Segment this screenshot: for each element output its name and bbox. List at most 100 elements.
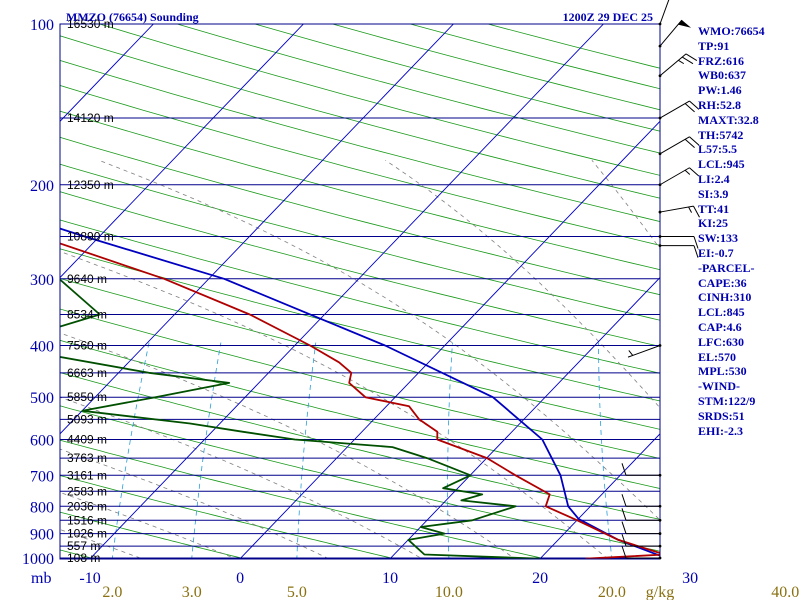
- barb-station: [658, 183, 662, 187]
- barb-half-feather: [678, 59, 685, 65]
- mixing-ratio-label: 10.0: [435, 584, 463, 600]
- index-item: LCL:845: [698, 305, 745, 320]
- isotherm: [239, 120, 660, 559]
- barb-half-feather: [684, 169, 691, 175]
- temperature-tick-label: 10: [382, 570, 398, 587]
- barb-station: [658, 532, 662, 535]
- mixing-ratio-label: 20.0: [598, 584, 626, 600]
- pressure-label: 100: [30, 17, 54, 34]
- mixing-ratio-label: 5.0: [287, 584, 307, 600]
- barb-station: [658, 344, 662, 347]
- index-item: LFC:630: [698, 334, 744, 349]
- height-label: 7560 m: [67, 339, 107, 353]
- barb-staff: [659, 100, 690, 119]
- index-item: TP:91: [698, 38, 730, 53]
- barb-feather: [621, 494, 627, 507]
- height-label: 2583 m: [67, 484, 107, 498]
- barb-station: [658, 473, 662, 477]
- mixing-ratio-label: 2.0: [102, 584, 122, 600]
- barb-feather: [681, 56, 694, 65]
- height-label: 108 m: [67, 551, 100, 565]
- dry-adiabat: [60, 163, 660, 321]
- dry-adiabat: [60, 85, 660, 246]
- height-label: 4409 m: [67, 433, 107, 447]
- barb-station: [658, 210, 662, 214]
- barb-feather: [685, 53, 698, 61]
- moist-adiabat: [98, 159, 660, 521]
- temperature-tick-label: -10: [79, 570, 100, 587]
- height-label: 9640 m: [67, 272, 107, 286]
- index-item: EL:570: [698, 349, 737, 364]
- temperature-tick-label: 0: [236, 570, 244, 587]
- barb-half-feather: [688, 206, 693, 213]
- profiles: [60, 227, 660, 559]
- barb-station: [658, 244, 662, 247]
- mixing-ratio-unit-label: g/kg: [646, 584, 674, 600]
- barb-pennant: [677, 20, 692, 28]
- index-item: CAPE:36: [698, 275, 747, 290]
- wind-barb: [621, 521, 662, 535]
- pressure-label: 300: [30, 272, 54, 289]
- index-item: SRDS:51: [698, 408, 745, 423]
- index-item: TH:5742: [698, 127, 744, 142]
- height-label: 3161 m: [67, 468, 107, 482]
- isotherm: [60, 24, 305, 279]
- barb-feather: [689, 167, 700, 177]
- index-item: -PARCEL-: [698, 260, 755, 275]
- dry-adiabat: [60, 405, 660, 552]
- indices-panel: WMO:76654 TP:91 FRZ:616 WB0:637 PW:1.46 RH:52…: [698, 24, 765, 438]
- barb-feather: [684, 103, 695, 113]
- barb-staff: [659, 0, 670, 25]
- barb-station: [658, 556, 662, 560]
- index-item: PW:1.46: [698, 83, 742, 98]
- index-item: WB0:637: [698, 68, 746, 83]
- dry-adiabat: [60, 219, 660, 374]
- pressure-label: 200: [30, 178, 54, 195]
- height-label: 2036 m: [67, 499, 107, 513]
- wind-barb: [658, 205, 700, 218]
- barb-station: [658, 504, 662, 508]
- barb-station: [658, 518, 662, 522]
- index-item: CINH:310: [698, 290, 752, 305]
- isotherm: [0, 14, 13, 569]
- pressure-label: 600: [30, 433, 54, 450]
- index-item: EI:-0.7: [698, 245, 734, 260]
- wind-barb: [621, 494, 662, 508]
- moist-adiabat: [60, 396, 424, 559]
- barb-station: [658, 152, 662, 156]
- barb-feather: [621, 508, 627, 521]
- barb-station: [658, 74, 662, 78]
- height-label: 14120 m: [67, 111, 114, 125]
- dry-adiabat: [60, 511, 247, 559]
- wind-barb: [658, 167, 700, 187]
- pressure-label: 1000: [22, 551, 54, 568]
- barb-station: [658, 235, 662, 238]
- height-label: 5850 m: [67, 390, 107, 404]
- dry-adiabat: [60, 191, 660, 347]
- barb-feather: [684, 138, 695, 149]
- height-label: 5093 m: [67, 412, 107, 426]
- barb-feather: [693, 236, 699, 249]
- barb-station: [658, 22, 662, 26]
- index-item: LI:2.4: [698, 171, 730, 186]
- height-label: 16530 m: [67, 17, 114, 31]
- wind-barb: [621, 463, 662, 477]
- index-item: -WIND-: [698, 379, 740, 394]
- height-label: 3763 m: [67, 451, 107, 465]
- barb-staff: [627, 345, 661, 358]
- wind-barb: [658, 235, 699, 249]
- wind-barb: [658, 0, 670, 26]
- pressure-label: 800: [30, 499, 54, 516]
- temperature-trace: [60, 242, 660, 559]
- barb-station: [658, 116, 662, 120]
- wind-barb: [658, 100, 700, 120]
- dry-adiabat: [60, 110, 660, 271]
- wind-barb: [658, 19, 692, 48]
- dry-adiabat: [60, 278, 660, 430]
- barb-feather: [693, 205, 700, 218]
- dry-adiabat: [60, 136, 660, 296]
- mixing-ratio-line: [111, 342, 150, 559]
- index-item: WMO:76654: [698, 24, 765, 38]
- parcel-trace: [60, 227, 660, 557]
- index-item: CAP:4.6: [698, 319, 742, 334]
